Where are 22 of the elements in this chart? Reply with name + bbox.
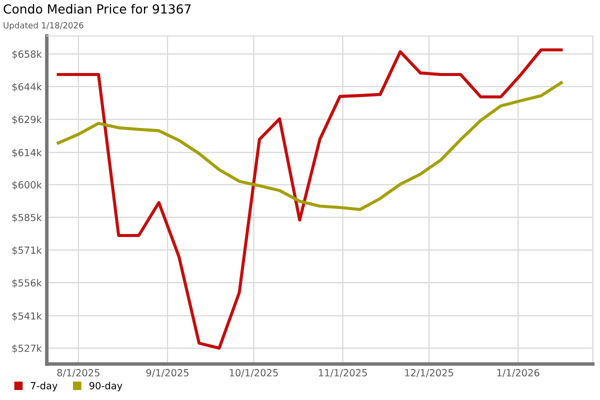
line-series	[56, 81, 563, 212]
y-tick-label: $585k	[12, 214, 42, 222]
y-tick-label: $541k	[12, 312, 42, 321]
y-tick-label: $600k	[12, 180, 42, 190]
x-tick-label: 12/1/2025	[405, 369, 454, 378]
y-tick-label: $527k	[12, 344, 42, 354]
x-tick-label: 9/1/2025	[146, 369, 188, 378]
x-tick-label: 8/1/2025	[57, 369, 100, 378]
y-tick-label: $556k	[12, 279, 42, 288]
y-tick-label: $614k	[12, 148, 42, 158]
y-tick-label: $629k	[12, 116, 42, 124]
x-tick-label: 1/1/2026	[497, 369, 540, 378]
y-tick-label: $658k	[12, 50, 42, 60]
chart-title: Condo Median Price for 91367	[4, 4, 191, 14]
legend-label: 90-day	[89, 382, 122, 392]
x-tick-label: 10/1/2025	[230, 369, 278, 378]
legend-label: 7-day	[30, 382, 58, 392]
y-tick-label: $571k	[12, 246, 42, 256]
y-tick-label: $644k	[12, 82, 42, 92]
chart-subtitle: Updated 1/18/2026	[4, 22, 84, 30]
line-series	[56, 48, 563, 350]
x-tick-label: 11/1/2025	[318, 369, 367, 378]
